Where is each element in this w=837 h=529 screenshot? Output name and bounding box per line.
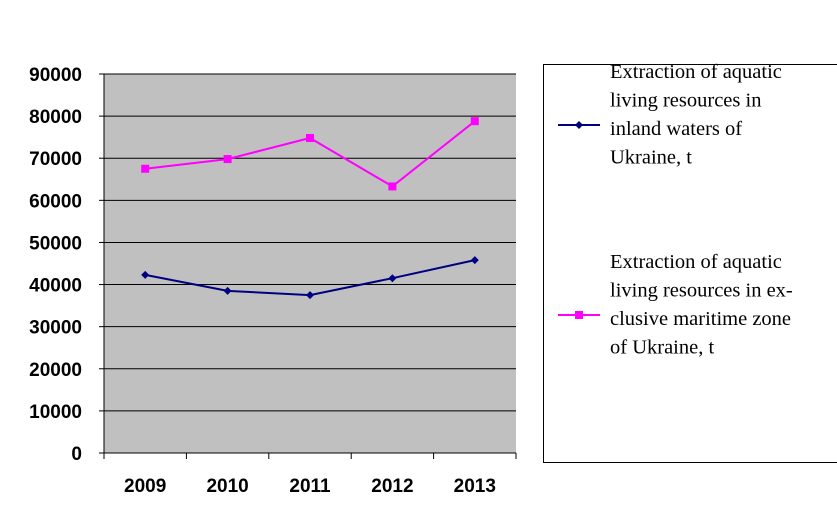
y-tick-label: 80000 bbox=[29, 107, 82, 128]
y-tick-label: 0 bbox=[71, 444, 82, 465]
series-layer bbox=[141, 117, 479, 300]
legend-label-line: inland waters of bbox=[610, 118, 742, 140]
legend-items: Extraction of aquatic living resources in… bbox=[558, 61, 793, 359]
data-point bbox=[306, 291, 314, 300]
x-tick-label: 2009 bbox=[124, 476, 166, 497]
legend-label-line: Ukraine, t bbox=[610, 147, 692, 169]
legend-label-line: living resources in ex- bbox=[610, 280, 793, 302]
y-tick-label: 60000 bbox=[29, 191, 82, 212]
legend-item-2: Extraction of aquatic living resources in… bbox=[558, 251, 793, 359]
x-axis-ticks: 2009 2010 2011 2012 2013 bbox=[103, 453, 517, 497]
x-tick-label: 2010 bbox=[206, 476, 248, 497]
data-point bbox=[306, 134, 314, 143]
y-axis-ticks: 0 10000 20000 30000 40000 50000 60000 70000 8000… bbox=[29, 65, 104, 465]
x-tick-label: 2012 bbox=[371, 476, 413, 497]
grid-lines bbox=[104, 73, 516, 412]
series-1 bbox=[141, 256, 479, 300]
y-tick-label: 50000 bbox=[29, 233, 82, 254]
x-tick-label: 2013 bbox=[454, 476, 496, 497]
legend-label-line: Extraction of aquatic bbox=[610, 251, 782, 273]
legend-label-line: Extraction of aquatic bbox=[610, 61, 782, 83]
series-2 bbox=[141, 117, 479, 191]
y-tick-label: 10000 bbox=[29, 402, 82, 423]
legend: Extraction of aquatic living resources in… bbox=[543, 61, 837, 463]
legend-label-line: of Ukraine, t bbox=[610, 337, 714, 359]
data-point bbox=[141, 270, 150, 279]
legend-marker bbox=[575, 311, 583, 319]
legend-item-1: Extraction of aquatic living resources in… bbox=[558, 61, 782, 169]
y-tick-label: 90000 bbox=[29, 65, 82, 86]
y-tick-label: 70000 bbox=[29, 149, 82, 170]
axes bbox=[103, 74, 516, 454]
plot-area bbox=[104, 74, 516, 453]
legend-label-line: clusive maritime zone bbox=[610, 308, 791, 330]
data-point bbox=[470, 117, 479, 126]
y-tick-label: 20000 bbox=[29, 360, 82, 381]
data-point bbox=[388, 274, 397, 283]
data-point bbox=[223, 286, 232, 295]
data-point bbox=[223, 155, 232, 164]
data-point bbox=[141, 164, 150, 173]
legend-label-line: living resources in bbox=[610, 90, 761, 112]
data-point bbox=[470, 256, 479, 265]
legend-marker bbox=[575, 121, 583, 129]
legend-box bbox=[543, 64, 837, 463]
data-point bbox=[388, 182, 397, 191]
y-tick-label: 40000 bbox=[29, 276, 82, 297]
y-tick-label: 30000 bbox=[29, 318, 82, 339]
x-tick-label: 2011 bbox=[289, 476, 331, 497]
